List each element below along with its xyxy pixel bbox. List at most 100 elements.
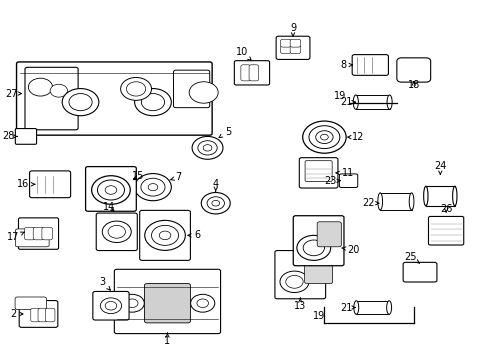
Circle shape bbox=[105, 186, 117, 194]
Text: 24: 24 bbox=[434, 161, 446, 175]
FancyBboxPatch shape bbox=[403, 262, 437, 282]
Ellipse shape bbox=[424, 186, 428, 206]
Text: 8: 8 bbox=[341, 60, 353, 70]
Circle shape bbox=[286, 275, 303, 288]
Circle shape bbox=[303, 121, 346, 153]
Circle shape bbox=[121, 77, 151, 100]
Text: 21: 21 bbox=[340, 97, 355, 107]
Text: 23: 23 bbox=[324, 176, 340, 186]
Circle shape bbox=[203, 145, 212, 151]
Text: 2: 2 bbox=[10, 309, 23, 319]
Circle shape bbox=[126, 82, 146, 96]
Text: 26: 26 bbox=[440, 203, 452, 213]
Circle shape bbox=[198, 141, 217, 155]
Text: 11: 11 bbox=[336, 168, 355, 178]
Text: 20: 20 bbox=[342, 245, 360, 255]
FancyBboxPatch shape bbox=[114, 269, 220, 334]
FancyBboxPatch shape bbox=[38, 308, 48, 322]
Ellipse shape bbox=[453, 186, 457, 206]
Bar bbox=[356, 301, 389, 314]
Circle shape bbox=[191, 294, 215, 312]
Circle shape bbox=[207, 197, 224, 210]
Text: 18: 18 bbox=[408, 80, 420, 90]
Ellipse shape bbox=[409, 193, 414, 210]
Circle shape bbox=[197, 299, 209, 307]
Text: 22: 22 bbox=[363, 198, 379, 208]
Circle shape bbox=[151, 225, 178, 246]
Ellipse shape bbox=[378, 193, 383, 210]
Text: 25: 25 bbox=[404, 252, 419, 263]
FancyBboxPatch shape bbox=[31, 308, 41, 322]
Circle shape bbox=[280, 271, 309, 293]
Circle shape bbox=[316, 131, 333, 144]
Bar bbox=[426, 186, 455, 206]
FancyBboxPatch shape bbox=[305, 255, 333, 284]
Circle shape bbox=[120, 294, 144, 312]
Circle shape bbox=[135, 174, 171, 201]
FancyBboxPatch shape bbox=[280, 39, 291, 47]
Circle shape bbox=[135, 89, 171, 116]
Text: 3: 3 bbox=[99, 277, 110, 290]
Text: 9: 9 bbox=[290, 23, 296, 36]
FancyBboxPatch shape bbox=[15, 229, 49, 247]
Text: 19: 19 bbox=[334, 91, 346, 102]
FancyBboxPatch shape bbox=[428, 216, 464, 245]
FancyBboxPatch shape bbox=[29, 171, 71, 198]
Circle shape bbox=[105, 301, 117, 310]
FancyBboxPatch shape bbox=[17, 62, 212, 135]
Circle shape bbox=[92, 176, 130, 204]
FancyBboxPatch shape bbox=[299, 158, 338, 188]
FancyBboxPatch shape bbox=[86, 167, 136, 211]
Circle shape bbox=[309, 126, 340, 149]
Circle shape bbox=[303, 240, 324, 256]
Circle shape bbox=[192, 136, 223, 159]
FancyBboxPatch shape bbox=[397, 58, 431, 82]
FancyBboxPatch shape bbox=[276, 36, 310, 59]
FancyBboxPatch shape bbox=[45, 308, 55, 322]
FancyBboxPatch shape bbox=[19, 218, 59, 249]
FancyBboxPatch shape bbox=[140, 210, 191, 260]
FancyBboxPatch shape bbox=[293, 216, 344, 266]
Ellipse shape bbox=[387, 95, 392, 109]
Circle shape bbox=[142, 94, 165, 111]
FancyBboxPatch shape bbox=[25, 67, 78, 130]
Text: 1: 1 bbox=[165, 333, 171, 346]
Circle shape bbox=[320, 134, 328, 140]
Text: 28: 28 bbox=[2, 131, 17, 141]
Circle shape bbox=[100, 298, 122, 314]
FancyBboxPatch shape bbox=[249, 65, 259, 81]
FancyBboxPatch shape bbox=[42, 227, 52, 240]
Ellipse shape bbox=[387, 301, 392, 314]
FancyBboxPatch shape bbox=[340, 174, 358, 188]
Ellipse shape bbox=[353, 95, 358, 109]
Text: 13: 13 bbox=[294, 298, 306, 311]
Bar bbox=[356, 95, 390, 109]
FancyBboxPatch shape bbox=[19, 301, 58, 327]
Circle shape bbox=[189, 82, 218, 103]
Circle shape bbox=[145, 220, 185, 250]
FancyBboxPatch shape bbox=[15, 129, 37, 144]
Text: 21: 21 bbox=[340, 302, 355, 312]
Circle shape bbox=[201, 193, 230, 214]
Text: 19: 19 bbox=[313, 311, 325, 321]
Circle shape bbox=[102, 221, 131, 243]
FancyBboxPatch shape bbox=[24, 227, 35, 240]
Circle shape bbox=[69, 94, 92, 111]
Bar bbox=[380, 193, 412, 210]
Circle shape bbox=[28, 78, 52, 96]
Text: 14: 14 bbox=[103, 202, 116, 212]
FancyBboxPatch shape bbox=[290, 46, 301, 54]
FancyBboxPatch shape bbox=[280, 46, 291, 54]
Text: 6: 6 bbox=[188, 230, 201, 240]
FancyBboxPatch shape bbox=[93, 292, 129, 320]
Text: 17: 17 bbox=[7, 232, 24, 242]
Circle shape bbox=[108, 225, 125, 238]
Ellipse shape bbox=[354, 301, 359, 314]
Circle shape bbox=[50, 84, 68, 97]
Circle shape bbox=[148, 184, 158, 191]
Circle shape bbox=[62, 89, 99, 116]
FancyBboxPatch shape bbox=[241, 65, 250, 81]
Circle shape bbox=[98, 180, 124, 200]
FancyBboxPatch shape bbox=[305, 161, 332, 181]
FancyBboxPatch shape bbox=[234, 61, 270, 85]
